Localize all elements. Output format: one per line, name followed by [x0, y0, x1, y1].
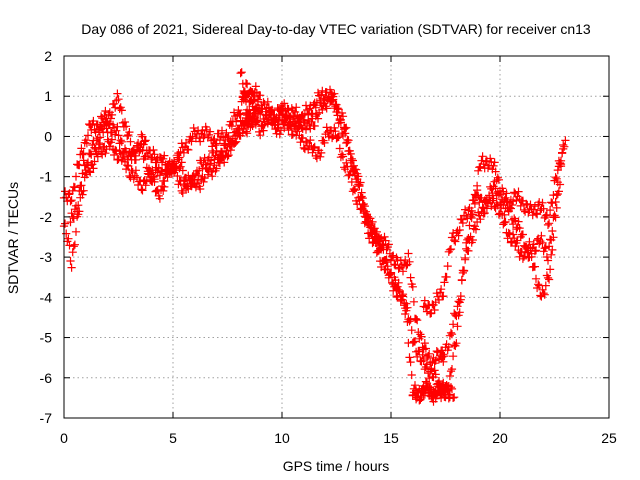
plot-frame — [63, 55, 610, 419]
y-tick-label: -7 — [40, 410, 53, 426]
data-series — [59, 68, 570, 406]
y-tick-label: -6 — [40, 370, 53, 386]
y-tick-label: -1 — [40, 169, 53, 185]
y-axis-label: SDTVAR / TECUs — [5, 182, 21, 294]
y-tick-label: 2 — [44, 48, 52, 64]
x-tick-label: 15 — [383, 430, 399, 446]
y-tick-label: -2 — [40, 209, 53, 225]
x-tick-label: 5 — [169, 430, 177, 446]
series-arc-9 — [437, 152, 566, 363]
y-tick-label: -5 — [40, 330, 53, 346]
series-arc-3 — [66, 116, 256, 227]
series-arc-6 — [240, 97, 459, 406]
scatter-points — [240, 97, 459, 406]
y-tick-label: -3 — [40, 249, 53, 265]
x-tick-label: 10 — [274, 430, 290, 446]
x-axis-label: GPS time / hours — [283, 458, 390, 474]
x-tick-label: 20 — [492, 430, 508, 446]
x-tick-label: 25 — [601, 430, 617, 446]
x-tick-label: 0 — [60, 430, 68, 446]
axis-ticks: 0 5 10 15 20 25 -7 -6 -5 -4 -3 -2 -1 0 1 2 — [40, 48, 617, 446]
scatter-points — [437, 152, 566, 363]
y-tick-label: -4 — [40, 289, 53, 305]
chart-title: Day 086 of 2021, Sidereal Day-to-day VTE… — [81, 21, 591, 37]
y-tick-label: 1 — [44, 88, 52, 104]
scatter-points — [66, 116, 256, 227]
y-tick-label: 0 — [44, 128, 52, 144]
